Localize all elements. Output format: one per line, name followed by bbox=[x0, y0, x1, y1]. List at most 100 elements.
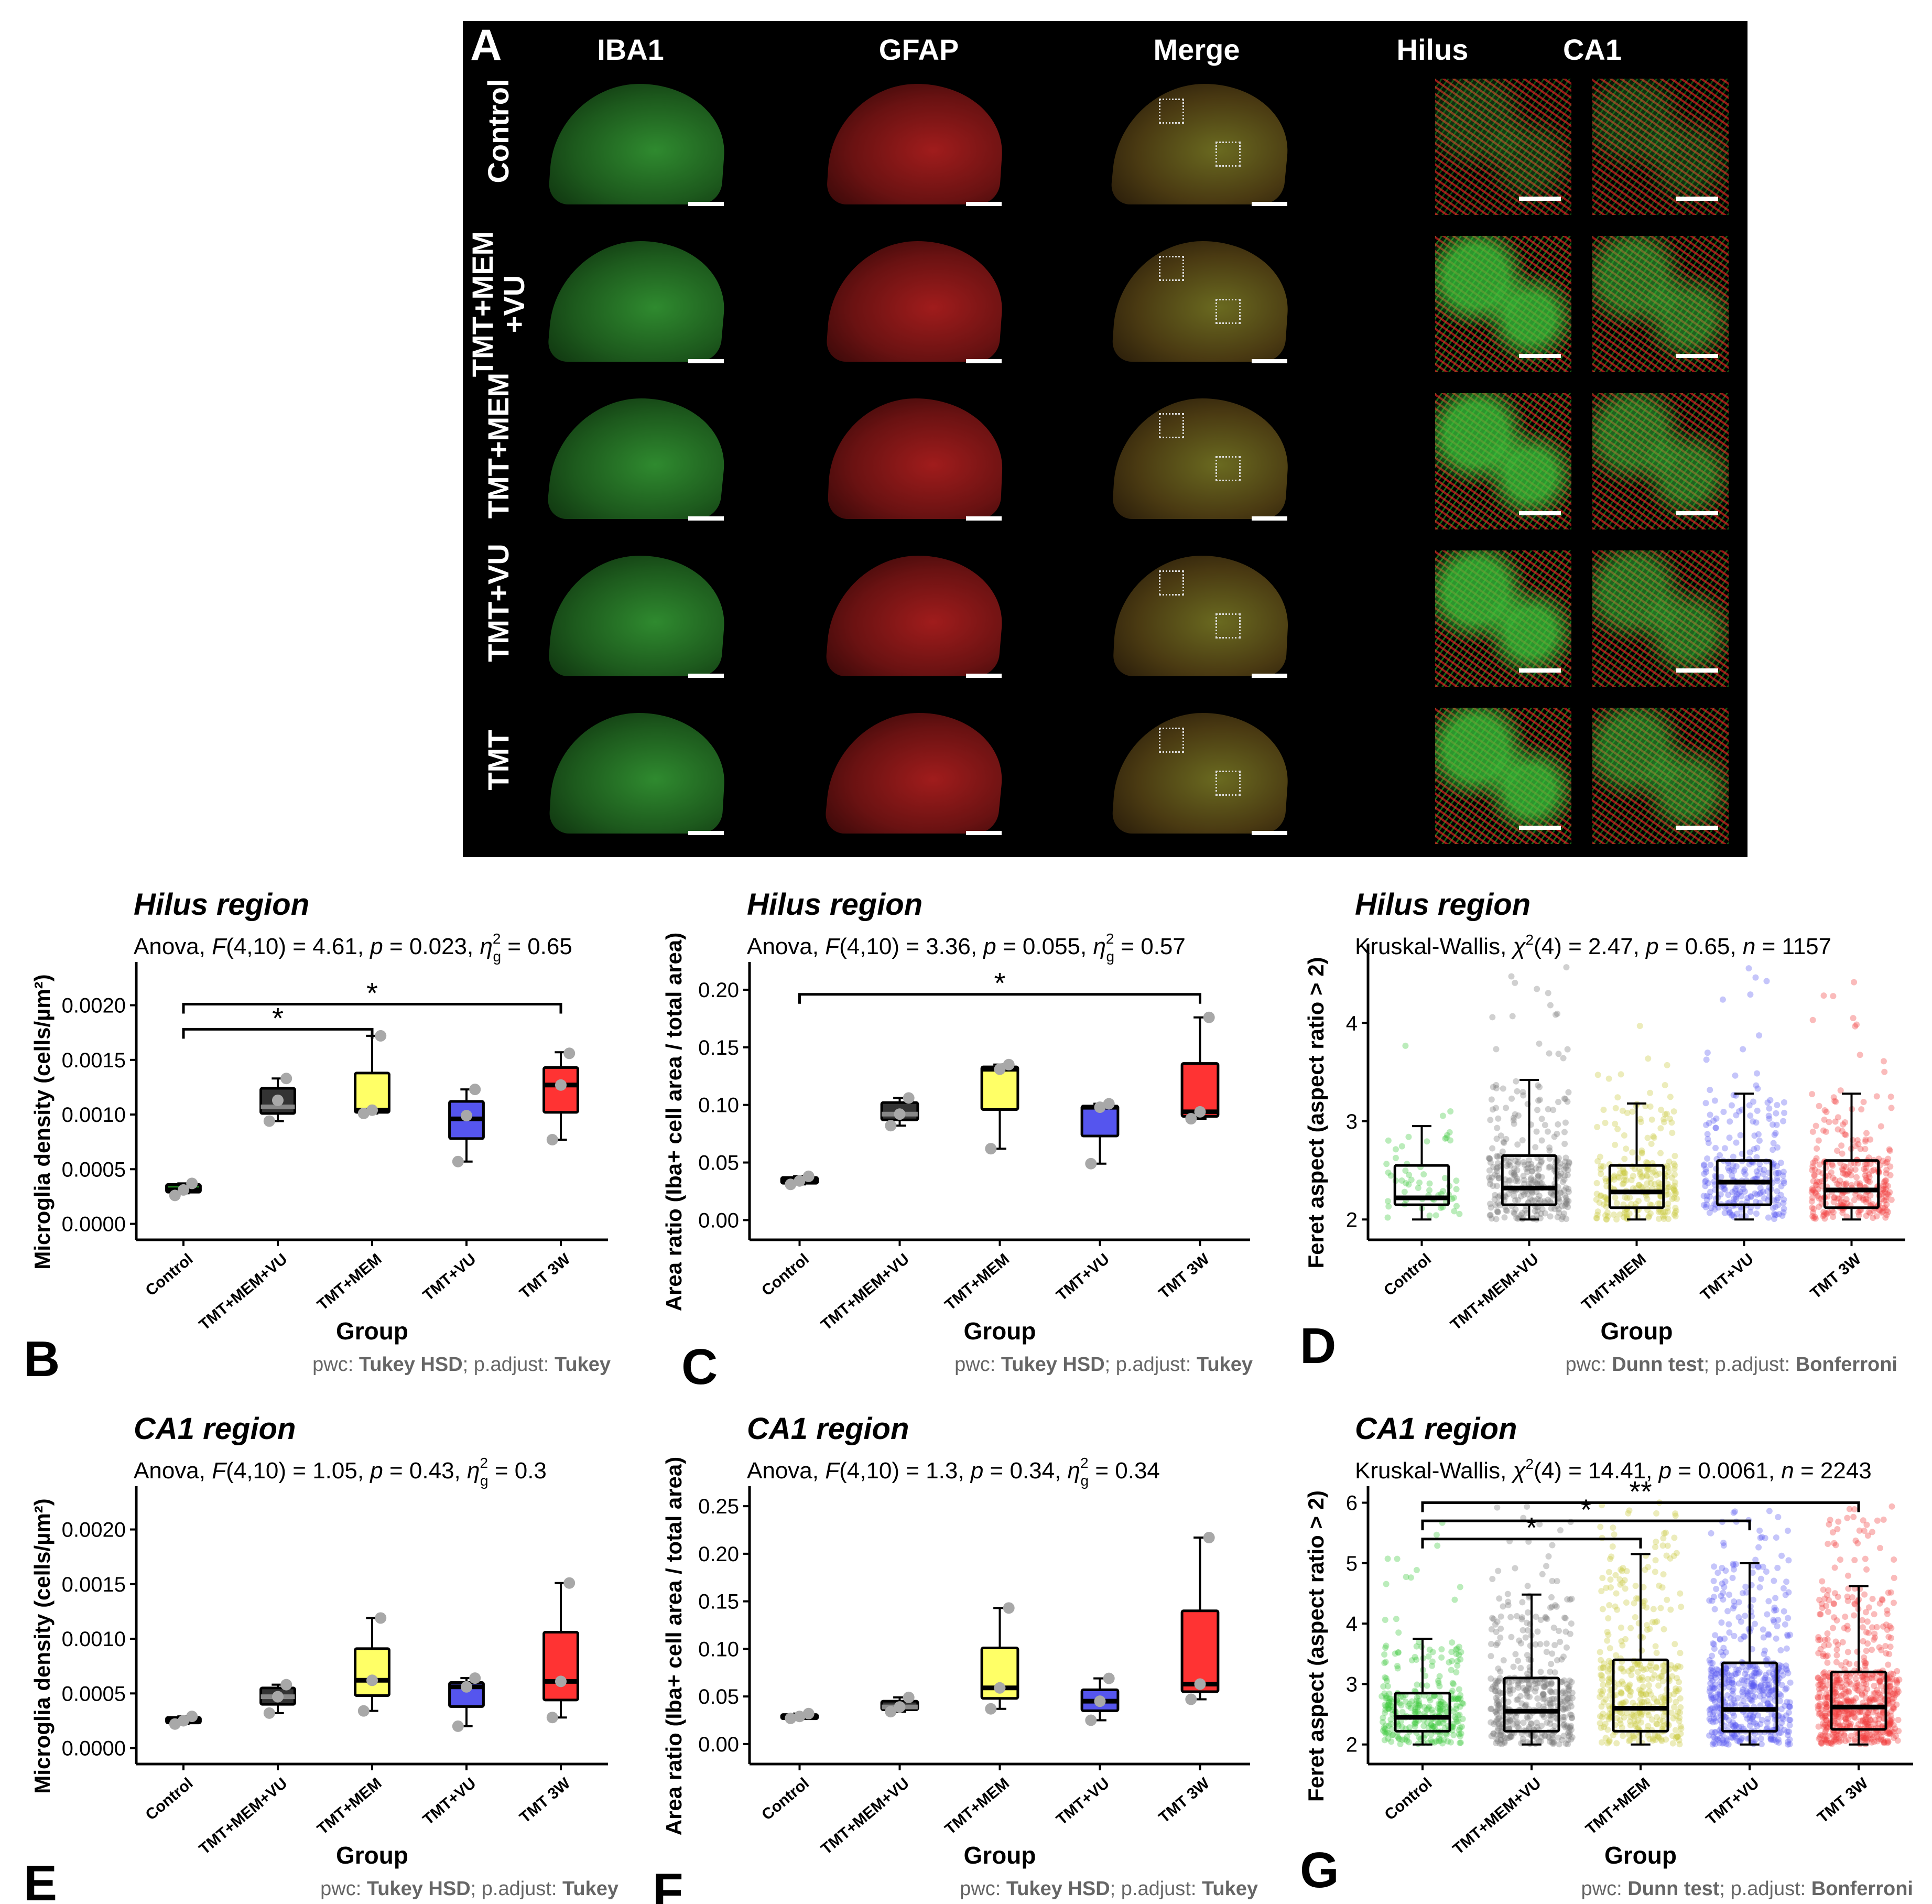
scatter-point bbox=[1536, 1738, 1543, 1745]
scatter-point bbox=[1731, 1167, 1738, 1174]
scatter-point bbox=[1763, 1568, 1770, 1575]
scatter-point bbox=[1888, 1196, 1895, 1203]
scatter-point bbox=[1777, 1647, 1784, 1654]
scatter-point bbox=[1563, 1644, 1570, 1651]
scatter-point bbox=[1500, 1139, 1507, 1145]
scatter-point bbox=[1539, 1692, 1546, 1699]
scatter-point bbox=[1507, 1162, 1514, 1169]
scatter-point bbox=[1830, 1209, 1837, 1216]
scatter-point bbox=[1857, 1193, 1863, 1200]
data-point bbox=[985, 1703, 997, 1715]
scatter-point bbox=[1891, 1556, 1897, 1563]
scatter-point bbox=[1839, 1165, 1846, 1172]
scatter-point bbox=[1562, 1615, 1569, 1621]
scatter-point bbox=[1644, 1165, 1651, 1172]
scatter-point bbox=[1490, 1616, 1497, 1622]
scatter-point bbox=[1438, 1191, 1445, 1197]
scatter-point bbox=[1863, 1174, 1870, 1181]
scatter-point bbox=[1385, 1137, 1392, 1144]
scatter-point bbox=[1507, 1733, 1514, 1740]
scatter-point bbox=[1512, 1111, 1518, 1118]
scatter-point bbox=[1514, 1681, 1521, 1688]
scatter-point bbox=[1533, 1189, 1540, 1196]
scatter-point bbox=[1851, 1197, 1858, 1204]
scatter-point bbox=[1852, 1191, 1859, 1198]
scatter-point bbox=[1519, 1735, 1526, 1742]
scatter-point bbox=[1511, 1171, 1518, 1178]
scatter-point bbox=[1497, 1634, 1504, 1641]
scatter-point bbox=[1711, 1206, 1718, 1213]
scatter-point bbox=[1863, 1198, 1870, 1205]
pwc-footnote: pwc: Dunn test; p.adjust: Bonferroni bbox=[1581, 1878, 1913, 1900]
scatter-point bbox=[1517, 1664, 1524, 1671]
scatter-point bbox=[1561, 1677, 1568, 1684]
scatter-point bbox=[1880, 1186, 1887, 1193]
scatter-point bbox=[1883, 1201, 1890, 1208]
scatter-point bbox=[1855, 1209, 1862, 1216]
scatter-point bbox=[1500, 1657, 1507, 1664]
scatter-point bbox=[1815, 1637, 1822, 1643]
scatter-point bbox=[1384, 1695, 1391, 1702]
y-tick-label: 0.0000 bbox=[62, 1213, 126, 1236]
inset-region-box bbox=[1158, 727, 1184, 753]
scatter-point bbox=[1852, 1023, 1859, 1030]
scatter-point bbox=[1877, 1544, 1884, 1551]
scatter-point bbox=[1556, 1173, 1563, 1180]
scale-bar bbox=[966, 359, 1002, 363]
scatter-point bbox=[1837, 1556, 1843, 1563]
scatter-point bbox=[1867, 1161, 1874, 1167]
scatter-point bbox=[1671, 1641, 1678, 1648]
scatter-point bbox=[1447, 1137, 1453, 1144]
scatter-point bbox=[1515, 1679, 1522, 1686]
scatter-point bbox=[1551, 1669, 1558, 1676]
scatter-point bbox=[1496, 1675, 1503, 1682]
scatter-point bbox=[1436, 1720, 1443, 1727]
scatter-point bbox=[1831, 1176, 1838, 1183]
scatter-point bbox=[1653, 1510, 1660, 1517]
significance-label: * bbox=[1526, 1511, 1537, 1544]
scatter-point bbox=[1436, 1700, 1442, 1707]
scatter-point bbox=[1494, 1732, 1501, 1738]
scatter-point bbox=[1505, 1718, 1512, 1725]
scatter-point bbox=[1381, 1737, 1388, 1744]
scatter-point bbox=[1564, 1046, 1571, 1053]
scatter-point bbox=[1673, 1207, 1679, 1214]
scatter-point bbox=[1721, 1145, 1728, 1152]
scatter-point bbox=[1774, 1144, 1781, 1151]
scatter-point bbox=[1514, 1167, 1521, 1174]
scale-bar bbox=[1676, 511, 1718, 515]
scatter-point bbox=[1751, 1683, 1757, 1690]
scatter-point bbox=[1426, 1187, 1433, 1194]
scatter-point bbox=[1495, 1665, 1502, 1672]
scatter-point bbox=[1746, 1102, 1753, 1109]
scatter-point bbox=[1488, 1215, 1495, 1222]
scatter-point bbox=[1733, 1139, 1740, 1146]
scatter-point bbox=[1733, 1163, 1740, 1170]
scatter-point bbox=[1835, 1594, 1841, 1600]
scatter-point bbox=[1556, 1198, 1563, 1205]
scatter-point bbox=[1555, 1051, 1562, 1057]
scatter-point bbox=[1663, 1187, 1670, 1194]
data-point bbox=[894, 1701, 906, 1713]
scatter-point bbox=[1505, 1602, 1512, 1609]
scatter-point bbox=[1721, 1209, 1728, 1216]
scatter-point bbox=[1449, 1195, 1456, 1202]
scatter-point bbox=[1453, 1669, 1460, 1676]
data-point bbox=[1103, 1672, 1115, 1684]
scatter-point bbox=[1534, 1628, 1541, 1635]
scale-bar bbox=[1252, 831, 1287, 835]
scatter-point bbox=[1831, 1098, 1838, 1105]
scale-bar bbox=[966, 516, 1002, 521]
panel-label-a: A bbox=[470, 20, 502, 70]
scatter-point bbox=[1773, 1607, 1779, 1614]
y-tick-label: 0.15 bbox=[698, 1036, 739, 1059]
scatter-point bbox=[1837, 1201, 1844, 1208]
scatter-point bbox=[1846, 1689, 1852, 1696]
scatter-point bbox=[1823, 1603, 1830, 1609]
scatter-point bbox=[1732, 1187, 1739, 1194]
scatter-point bbox=[1559, 1203, 1566, 1209]
scatter-point bbox=[1645, 1214, 1652, 1221]
y-tick-label: 5 bbox=[1346, 1552, 1358, 1575]
scatter-point bbox=[1486, 1155, 1493, 1162]
scatter-point bbox=[1567, 1724, 1573, 1731]
